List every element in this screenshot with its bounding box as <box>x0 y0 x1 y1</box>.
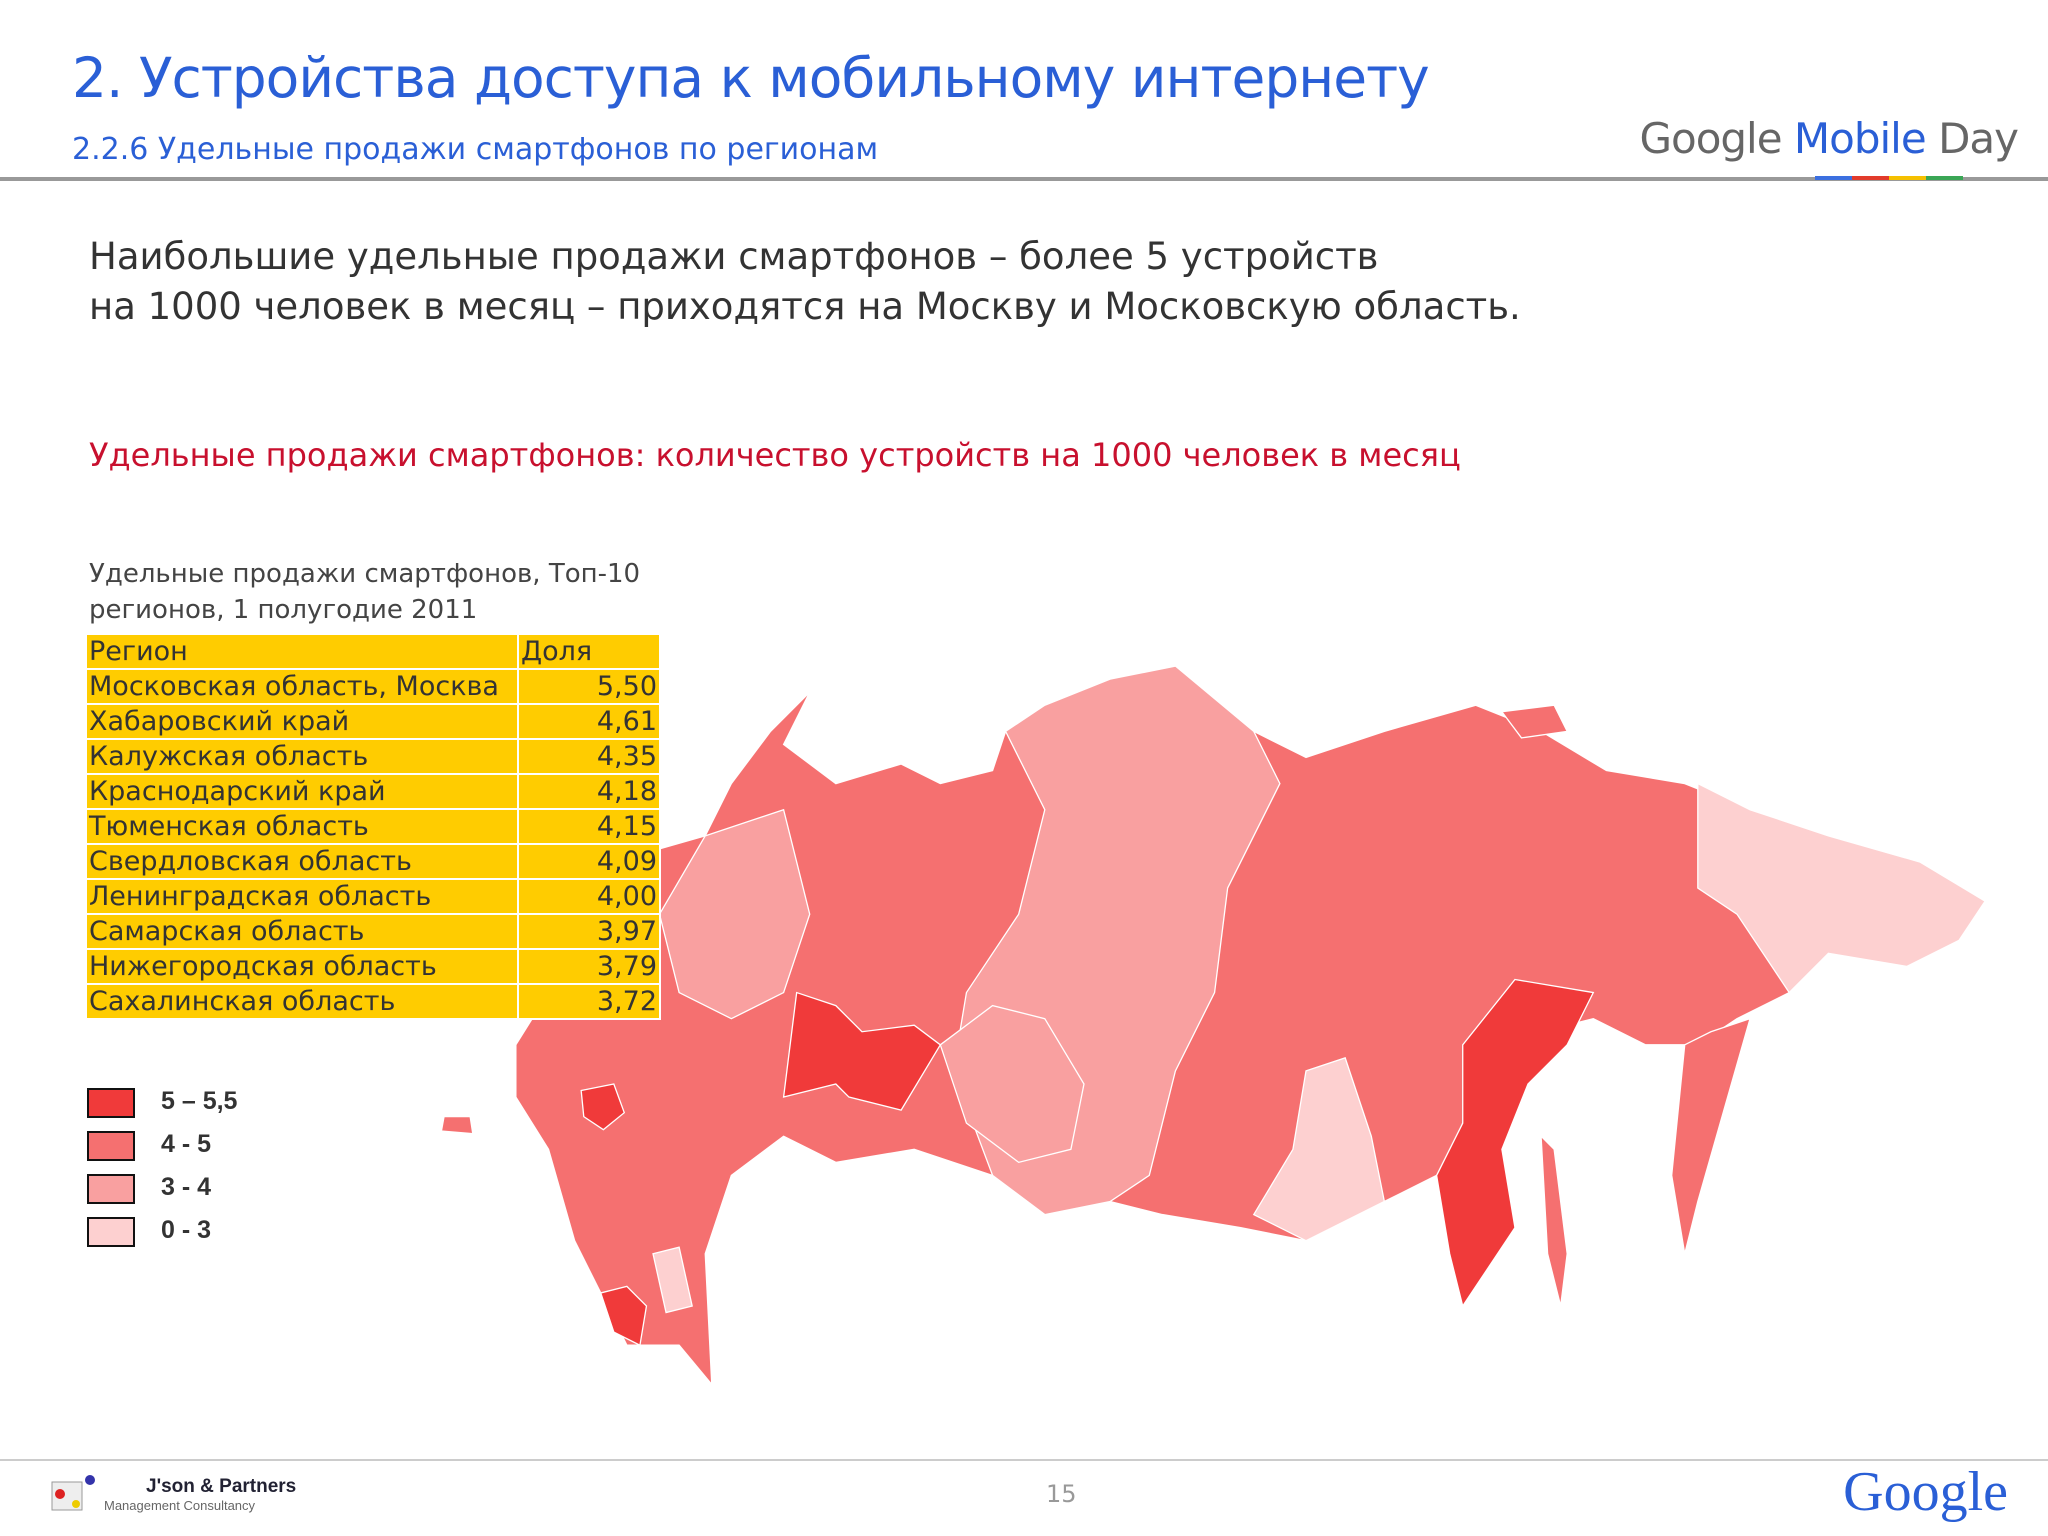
table-row: Нижегородская область 3,79 <box>85 948 661 985</box>
legend-label: 4 - 5 <box>161 1130 212 1158</box>
map-region <box>1252 1057 1386 1242</box>
table-row: Самарская область 3,97 <box>85 913 661 950</box>
share-cell: 4,35 <box>517 738 661 775</box>
page-number: 15 <box>1046 1480 1077 1508</box>
table-row: Сахалинская область 3,72 <box>85 983 661 1020</box>
partner-name: J'son & Partners <box>146 1476 297 1497</box>
top-regions-table: Регион Доля Московская область, Москва 5,50… <box>85 633 661 1020</box>
slide-title: 2. Устройства доступа к мобильному интер… <box>72 46 1430 110</box>
legend-label: 5 – 5,5 <box>161 1087 238 1115</box>
partner-subtitle: Management Consultancy <box>104 1498 256 1513</box>
region-cell: Хабаровский край <box>85 703 519 740</box>
map-region <box>782 991 942 1111</box>
share-cell: 4,61 <box>517 703 661 740</box>
lead-text: Наибольшие удельные продажи смартфонов –… <box>89 232 1521 332</box>
header-cell: Регион <box>85 633 519 670</box>
region-cell: Краснодарский край <box>85 773 519 810</box>
table-row: Свердловская область 4,09 <box>85 843 661 880</box>
table-row: Тюменская область 4,15 <box>85 808 661 845</box>
logo-suffix: Day <box>1938 114 2019 163</box>
chart-heading: Удельные продажи смартфонов: количество … <box>89 436 1461 474</box>
logo-stripe <box>1815 176 1852 180</box>
lead-line: на 1000 человек в месяц – приходятся на … <box>89 285 1521 328</box>
legend-swatch <box>87 1088 135 1118</box>
table-header-row: Регион Доля <box>85 633 661 670</box>
footer-rule <box>0 1459 2048 1461</box>
table-caption: Удельные продажи смартфонов, Топ-10 регио… <box>89 556 640 628</box>
header-rule <box>0 177 2048 181</box>
table-row: Хабаровский край 4,61 <box>85 703 661 740</box>
map-region <box>1540 1134 1568 1307</box>
legend-swatch <box>87 1174 135 1204</box>
map-region <box>1435 978 1595 1308</box>
share-cell: 3,79 <box>517 948 661 985</box>
map-region <box>652 1246 693 1314</box>
share-cell: 4,15 <box>517 808 661 845</box>
legend-label: 3 - 4 <box>161 1173 212 1201</box>
table-row: Краснодарский край 4,18 <box>85 773 661 810</box>
legend-label: 0 - 3 <box>161 1216 212 1244</box>
table-row: Московская область, Москва 5,50 <box>85 668 661 705</box>
share-cell: 3,72 <box>517 983 661 1020</box>
map-region <box>658 808 811 1020</box>
map-region <box>599 1285 648 1347</box>
slide-subtitle: 2.2.6 Удельные продажи смартфонов по рег… <box>72 132 879 167</box>
table-body: Регион Доля Московская область, Москва 5,50… <box>85 633 661 1020</box>
lead-line: Наибольшие удельные продажи смартфонов –… <box>89 235 1379 278</box>
map-region <box>939 1004 1085 1164</box>
google-logo: Google <box>1843 1461 2008 1523</box>
logo-stripe <box>1889 176 1926 180</box>
header-cell: Доля <box>517 633 661 670</box>
region-cell: Ленинградская область <box>85 878 519 915</box>
region-cell: Самарская область <box>85 913 519 950</box>
caption-line: регионов, 1 полугодие 2011 <box>89 595 478 625</box>
russia-map <box>440 665 1987 1387</box>
region-cell: Московская область, Москва <box>85 668 519 705</box>
map-region <box>515 665 1987 1387</box>
legend-swatch <box>87 1131 135 1161</box>
region-cell: Сахалинская область <box>85 983 519 1020</box>
region-cell: Тюменская область <box>85 808 519 845</box>
legend-swatch <box>87 1217 135 1247</box>
region-cell: Свердловская область <box>85 843 519 880</box>
logo-stripe <box>1926 176 1963 180</box>
logo-brand: Google <box>1639 114 1782 163</box>
map-region <box>580 1083 626 1131</box>
icon-dot <box>55 1489 65 1499</box>
partner-icon <box>51 1475 95 1511</box>
caption-line: Удельные продажи смартфонов, Топ-10 <box>89 559 641 589</box>
table-row: Ленинградская область 4,00 <box>85 878 661 915</box>
share-cell: 4,00 <box>517 878 661 915</box>
logo-stripe <box>1852 176 1889 180</box>
region-cell: Нижегородская область <box>85 948 519 985</box>
map-region <box>1671 1017 1752 1254</box>
share-cell: 5,50 <box>517 668 661 705</box>
icon-dot <box>85 1475 95 1485</box>
map-region <box>1697 782 1987 994</box>
map-region <box>1500 704 1569 739</box>
map-region <box>440 1115 474 1135</box>
logo-product: Mobile <box>1793 114 1927 163</box>
table-row: Калужская область 4,35 <box>85 738 661 775</box>
share-cell: 4,18 <box>517 773 661 810</box>
icon-dot <box>72 1500 80 1508</box>
event-logo: Google Mobile Day <box>1639 114 2019 163</box>
region-cell: Калужская область <box>85 738 519 775</box>
share-cell: 3,97 <box>517 913 661 950</box>
share-cell: 4,09 <box>517 843 661 880</box>
